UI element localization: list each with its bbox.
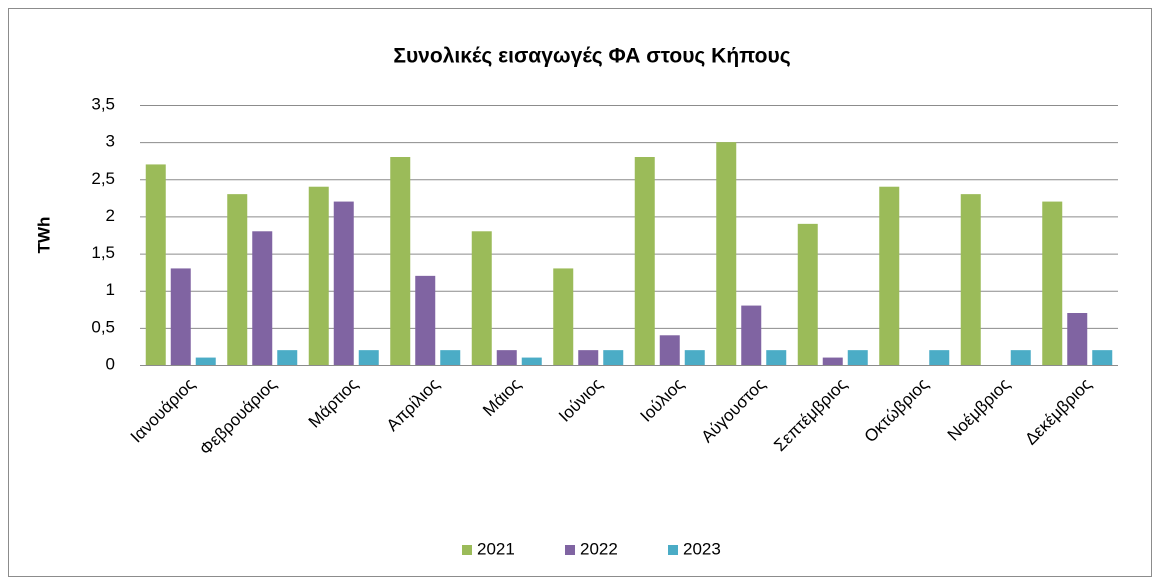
y-tick-label: 3 xyxy=(106,132,115,151)
bar xyxy=(603,350,624,365)
bar xyxy=(440,350,461,365)
y-tick-label: 0,5 xyxy=(91,317,115,336)
bar xyxy=(145,164,166,365)
bar xyxy=(277,350,298,365)
bar xyxy=(578,350,599,365)
y-tick-label: 1 xyxy=(106,280,115,299)
bar xyxy=(1010,350,1031,365)
legend-swatch xyxy=(668,545,678,555)
bar xyxy=(822,357,843,365)
y-tick-label: 2,5 xyxy=(91,169,115,188)
bar xyxy=(415,275,436,365)
y-tick-label: 0 xyxy=(106,354,115,373)
bar xyxy=(195,357,216,365)
bar xyxy=(496,350,517,365)
legend-swatch xyxy=(565,545,575,555)
bar xyxy=(741,305,762,365)
bar xyxy=(766,350,787,365)
bar xyxy=(716,142,737,365)
bar xyxy=(358,350,379,365)
bar xyxy=(308,186,329,365)
bar xyxy=(471,231,492,365)
bar xyxy=(1042,201,1063,365)
legend-swatch xyxy=(462,545,472,555)
legend-label: 2021 xyxy=(477,539,515,558)
bar xyxy=(553,268,574,365)
bar xyxy=(797,223,818,365)
bar xyxy=(879,186,900,365)
chart-title: Συνολικές εισαγωγές ΦΑ στους Κήπους xyxy=(393,45,790,68)
bar xyxy=(634,157,655,365)
bar xyxy=(390,157,411,365)
bar xyxy=(333,201,354,365)
y-tick-label: 2 xyxy=(106,206,115,225)
bar xyxy=(227,194,248,365)
legend-label: 2022 xyxy=(580,539,618,558)
bar xyxy=(1067,313,1088,365)
y-tick-label: 3,5 xyxy=(91,94,115,113)
bar xyxy=(847,350,868,365)
bar xyxy=(252,231,273,365)
bar xyxy=(1092,350,1113,365)
bar xyxy=(684,350,705,365)
bar xyxy=(659,335,680,365)
bar xyxy=(521,357,542,365)
bar xyxy=(929,350,950,365)
bar xyxy=(960,194,981,365)
y-tick-label: 1,5 xyxy=(91,243,115,262)
bar xyxy=(170,268,191,365)
legend-label: 2023 xyxy=(683,539,721,558)
y-axis-label: TWh xyxy=(34,217,53,254)
